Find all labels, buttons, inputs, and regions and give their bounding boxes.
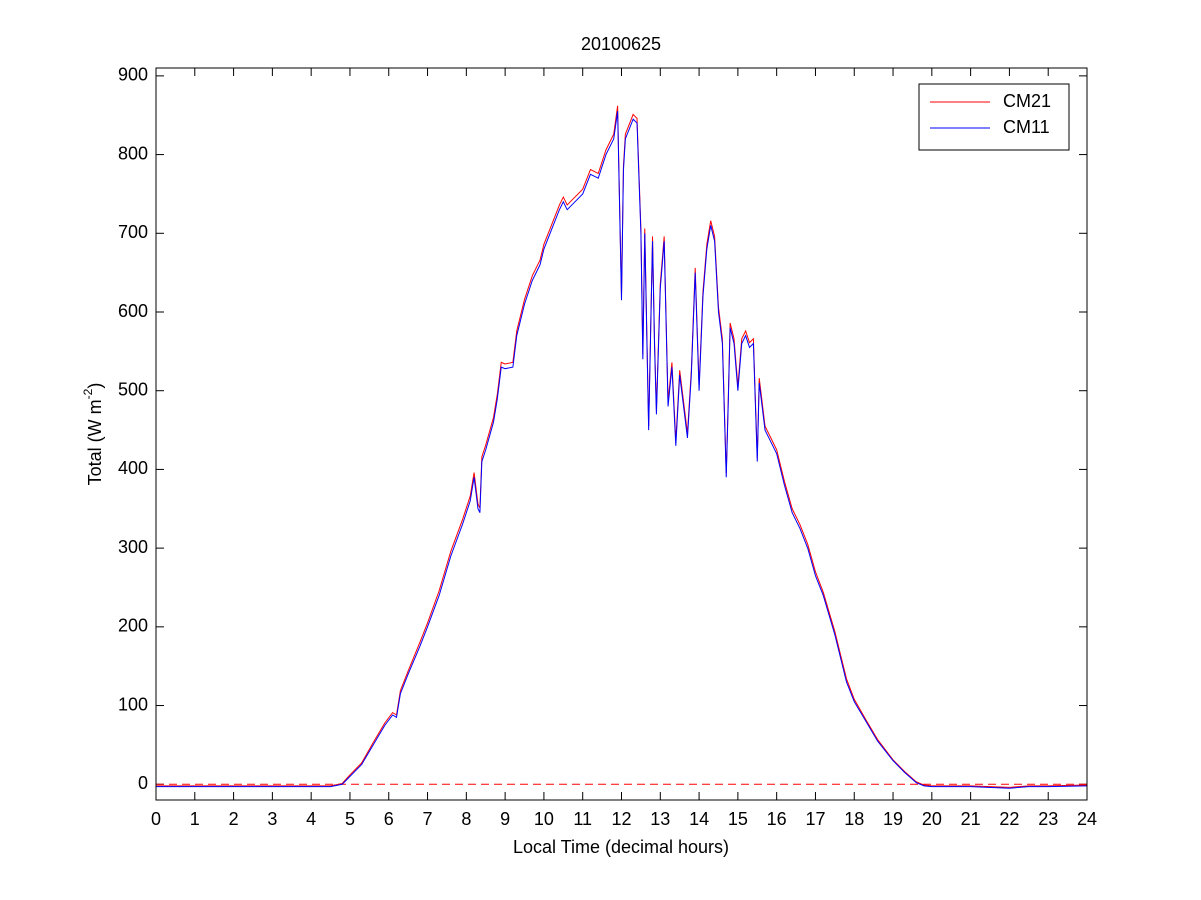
y-tick-label: 700 [118,222,148,242]
series-line [156,111,1088,789]
chart-title: 20100625 [581,34,661,54]
y-tick-label: 400 [118,458,148,478]
x-tick-label: 14 [689,809,709,829]
x-tick-label: 9 [500,809,510,829]
y-axis-label: Total (W m-2) [81,383,105,486]
x-tick-label: 18 [844,809,864,829]
x-tick-label: 15 [728,809,748,829]
x-tick-label: 23 [1038,809,1058,829]
y-tick-label: 600 [118,301,148,321]
x-tick-label: 5 [345,809,355,829]
x-tick-label: 17 [805,809,825,829]
x-tick-label: 2 [229,809,239,829]
y-tick-label: 300 [118,537,148,557]
x-tick-label: 7 [423,809,433,829]
x-tick-label: 20 [922,809,942,829]
x-axis-label: Local Time (decimal hours) [513,837,729,857]
x-tick-label: 6 [384,809,394,829]
x-tick-label: 24 [1077,809,1097,829]
legend-label: CM11 [1003,117,1050,137]
x-tick-label: 8 [461,809,471,829]
y-tick-label: 0 [138,773,148,793]
x-tick-label: 10 [534,809,554,829]
legend-box [918,83,1070,151]
x-tick-label: 11 [573,809,592,829]
y-axis-label-sup: -2 [81,388,95,399]
x-tick-label: 19 [883,809,903,829]
y-axis-label-text: Total (W m [85,399,105,485]
x-tick-label: 13 [650,809,670,829]
y-tick-label: 800 [118,143,148,163]
x-tick-label: 0 [151,809,161,829]
x-tick-label: 21 [961,809,981,829]
y-tick-label: 900 [118,65,148,85]
legend-label: CM21 [1003,91,1051,111]
y-tick-label: 100 [118,694,148,714]
y-tick-label: 200 [118,616,148,636]
x-tick-label: 4 [306,809,316,829]
x-tick-label: 1 [190,809,200,829]
x-tick-label: 22 [999,809,1019,829]
x-tick-label: 12 [611,809,631,829]
x-tick-label: 3 [267,809,277,829]
y-axis-label-end: ) [85,383,105,389]
plot-frame [155,67,1088,801]
x-tick-label: 16 [767,809,787,829]
y-tick-label: 500 [118,379,148,399]
